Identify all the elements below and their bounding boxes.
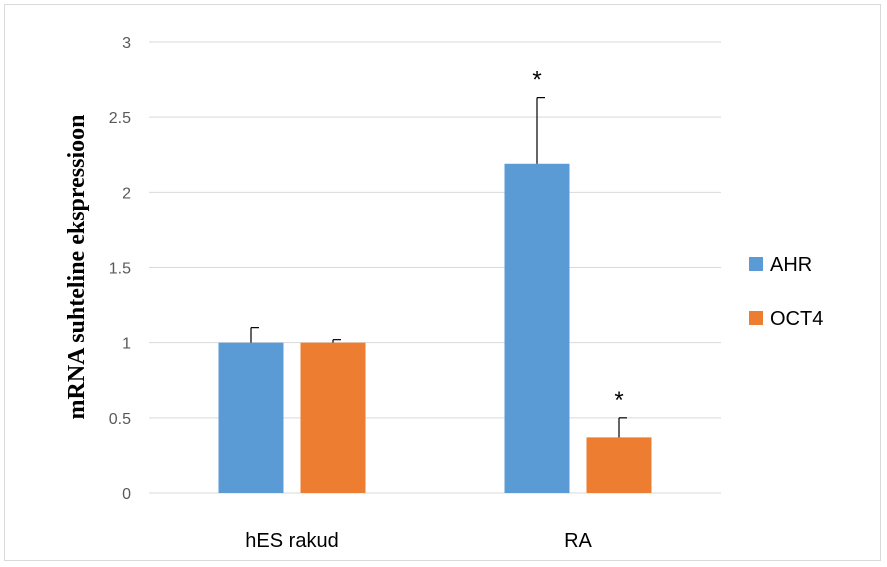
chart-frame: 0 0.5 1 1.5 2 2.5 3 * * hES rakud RA mRNA suhtel…: [4, 4, 881, 561]
bar-ahr: [218, 342, 284, 493]
significance-marker: *: [614, 387, 623, 414]
x-category-label: hES rakud: [245, 530, 338, 552]
y-tick-label: 3: [122, 35, 131, 52]
bar-oct4: [586, 437, 652, 493]
bar-ahr: [504, 163, 570, 493]
x-category-label: RA: [564, 530, 592, 552]
y-tick-label: 0: [122, 486, 131, 503]
y-tick-label: 1.5: [109, 261, 131, 278]
significance-marker: *: [532, 67, 541, 94]
y-tick-label: 1: [122, 336, 131, 353]
legend-swatch-oct4: [749, 311, 763, 325]
bar-chart: 0 0.5 1 1.5 2 2.5 3 * * hES rakud RA mRNA suhtel…: [64, 35, 823, 552]
y-tick-label: 0.5: [109, 411, 131, 428]
legend-label-ahr: AHR: [770, 254, 812, 276]
bar-oct4: [300, 342, 366, 493]
legend-label-oct4: OCT4: [770, 308, 823, 330]
y-tick-label: 2: [122, 185, 131, 202]
legend-swatch-ahr: [749, 257, 763, 271]
y-axis-label: mRNA suhteline ekspressioon: [64, 115, 90, 420]
y-tick-label: 2.5: [109, 110, 131, 127]
